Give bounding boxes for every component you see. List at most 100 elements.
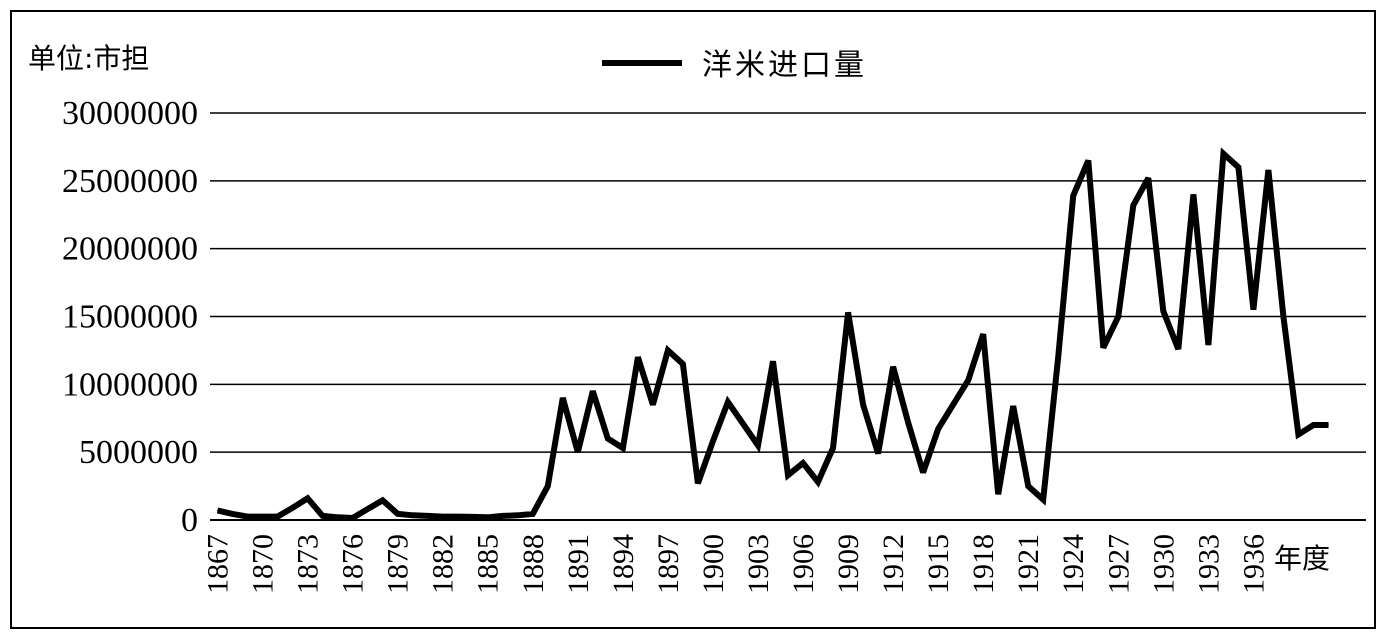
y-tick-label: 5000000 <box>79 434 198 471</box>
x-tick-label: 1924 <box>1057 534 1090 594</box>
data-point <box>337 516 339 518</box>
data-point <box>772 360 774 362</box>
data-point <box>547 485 549 487</box>
data-point <box>1177 348 1179 350</box>
data-point <box>637 356 639 358</box>
data-point <box>487 516 489 518</box>
data-point <box>682 363 684 365</box>
x-tick-label: 1876 <box>337 534 370 594</box>
x-tick-label: 1897 <box>652 534 685 594</box>
grid-layer <box>210 112 1366 521</box>
data-point <box>1282 316 1284 317</box>
data-point <box>847 311 849 313</box>
data-point <box>352 517 354 519</box>
data-point <box>292 507 294 509</box>
x-tick-label: 1906 <box>787 534 820 594</box>
data-point <box>892 366 894 368</box>
data-point <box>1087 159 1089 161</box>
unit-label: 单位:市担 <box>28 42 149 75</box>
data-point <box>1057 356 1059 358</box>
data-point <box>1027 485 1029 487</box>
data-point <box>1207 344 1209 346</box>
data-point <box>1102 347 1104 349</box>
x-tick-label: 1882 <box>427 534 460 594</box>
y-tick-label: 15000000 <box>62 299 198 336</box>
data-point <box>472 516 474 518</box>
line-chart: 单位:市担 洋米进口量 0 5000000 10000000 15000000 2000… <box>28 42 1366 594</box>
data-point <box>997 493 999 495</box>
x-tick-label: 1921 <box>1012 534 1045 594</box>
data-point <box>1012 405 1014 407</box>
data-point <box>817 481 819 483</box>
data-point <box>307 497 309 499</box>
data-point <box>1072 195 1074 197</box>
data-point <box>877 453 879 455</box>
data-point <box>262 516 264 518</box>
data-point <box>742 423 744 425</box>
data-point <box>952 404 954 406</box>
data-point <box>862 404 864 406</box>
x-axis-end-label: 年度 <box>1274 542 1330 575</box>
x-tick-label: 1900 <box>697 534 730 594</box>
x-axis-ticks: 1867 1870 1873 1876 1879 1882 1885 1888 1891 1894… <box>202 534 1271 594</box>
data-point <box>1297 434 1299 436</box>
data-point <box>412 514 414 516</box>
x-tick-label: 1903 <box>742 534 775 594</box>
data-point <box>697 482 699 484</box>
data-point <box>1117 316 1119 317</box>
y-tick-label: 30000000 <box>62 95 198 132</box>
y-tick-label: 25000000 <box>62 163 198 200</box>
x-tick-label: 1888 <box>517 534 550 594</box>
series-layer <box>216 147 1329 522</box>
data-point <box>367 508 369 510</box>
data-point <box>232 513 234 515</box>
x-tick-label: 1879 <box>382 534 415 594</box>
data-point <box>1267 169 1269 171</box>
data-point <box>937 428 939 430</box>
x-tick-label: 1891 <box>562 534 595 594</box>
data-point <box>247 516 249 518</box>
data-point <box>1162 310 1164 312</box>
x-tick-label: 1933 <box>1192 534 1225 594</box>
data-point <box>592 390 594 392</box>
x-tick-label: 1927 <box>1102 534 1135 594</box>
data-point <box>757 444 759 446</box>
x-tick-label: 1918 <box>967 534 1000 594</box>
data-point <box>907 421 909 423</box>
data-point <box>712 440 714 442</box>
data-point <box>832 447 834 449</box>
data-point <box>967 379 969 381</box>
data-point <box>277 516 279 518</box>
data-point <box>457 516 459 518</box>
data-point <box>1042 499 1044 501</box>
data-point <box>502 515 504 517</box>
data-point <box>1327 424 1329 426</box>
data-point <box>1252 309 1254 311</box>
data-point <box>1237 166 1239 168</box>
x-tick-label: 1885 <box>472 534 505 594</box>
data-point <box>652 404 654 406</box>
x-tick-label: 1936 <box>1237 534 1270 594</box>
data-point <box>427 515 429 517</box>
data-point <box>1192 193 1194 195</box>
x-tick-label: 1912 <box>877 534 910 594</box>
data-point <box>607 438 609 440</box>
data-point <box>667 349 669 351</box>
data-point <box>397 513 399 515</box>
chart-frame: 单位:市担 洋米进口量 0 5000000 10000000 15000000 2000… <box>10 10 1376 629</box>
x-tick-label: 1870 <box>247 534 280 594</box>
data-point <box>217 510 219 512</box>
data-point <box>517 514 519 516</box>
y-tick-label: 0 <box>181 502 198 539</box>
x-tick-label: 1930 <box>1147 534 1180 594</box>
x-tick-label: 1867 <box>202 534 235 594</box>
legend: 洋米进口量 <box>602 48 864 83</box>
data-point <box>562 397 564 399</box>
data-point <box>1132 204 1134 206</box>
x-tick-label: 1909 <box>832 534 865 594</box>
x-tick-label: 1873 <box>292 534 325 594</box>
data-point <box>1147 177 1149 179</box>
data-point <box>1312 424 1314 426</box>
data-point <box>802 462 804 464</box>
data-point <box>982 333 984 335</box>
